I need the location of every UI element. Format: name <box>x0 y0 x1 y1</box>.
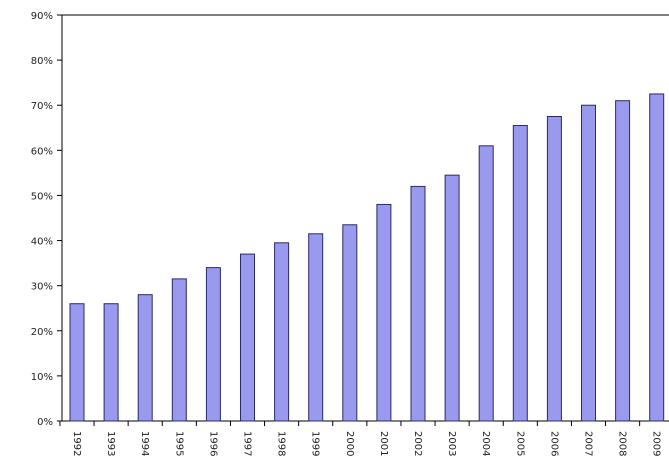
x-tick-label: 1995 <box>173 431 184 456</box>
x-tick-label: 2002 <box>412 431 423 456</box>
x-axis: 1992 1993 1994 1995 1996 1997 1998 1999 2000 2001… <box>59 420 669 456</box>
bar-series <box>69 93 665 422</box>
x-tick-label: 2004 <box>480 431 491 456</box>
y-tick-label: 60% <box>31 146 53 157</box>
bar-2005 <box>512 125 528 422</box>
x-tick-label: 1996 <box>207 431 218 456</box>
x-tick-label: 2008 <box>617 431 628 456</box>
bar-1999 <box>308 233 324 422</box>
bar-2000 <box>342 224 358 422</box>
x-tick-label: 1992 <box>71 431 82 456</box>
bar-1997 <box>240 253 255 422</box>
bar-1994 <box>137 294 153 422</box>
y-tick-label: 0% <box>37 417 53 428</box>
bar-1995 <box>171 278 187 422</box>
x-tick-label: 2007 <box>583 431 594 456</box>
x-tick-label: 1997 <box>242 431 253 456</box>
plot-area <box>61 14 669 422</box>
y-tick-label: 70% <box>31 101 53 112</box>
x-tick-label: 1993 <box>105 431 116 456</box>
bar-2004 <box>478 145 494 422</box>
bar-2003 <box>444 174 460 422</box>
bar-2007 <box>581 104 596 422</box>
x-tick-label: 1998 <box>276 431 287 456</box>
bar-1992 <box>69 303 85 422</box>
y-tick-label: 40% <box>31 237 53 248</box>
y-tick-label: 10% <box>31 372 53 383</box>
bar-2001 <box>376 203 392 422</box>
x-tick-label: 2009 <box>651 431 662 456</box>
y-tick-label: 80% <box>31 56 53 67</box>
bar-2008 <box>615 100 631 422</box>
x-tick-label: 1994 <box>139 431 150 456</box>
x-tick-label: 2000 <box>344 431 355 456</box>
bar-1998 <box>274 242 290 422</box>
x-tick-label: 1999 <box>310 431 321 456</box>
y-tick-label: 30% <box>31 282 53 293</box>
x-tick-label: 2001 <box>378 431 389 456</box>
bar-1996 <box>205 267 221 422</box>
y-tick-label: 50% <box>31 191 53 202</box>
x-tick-label: 2003 <box>446 431 457 456</box>
bar-2002 <box>410 185 426 422</box>
y-tick-label: 20% <box>31 327 53 338</box>
bar-2009 <box>649 93 665 422</box>
x-tick-label: 2006 <box>548 431 559 456</box>
y-tick-label: 90% <box>31 11 53 22</box>
bar-2006 <box>546 116 562 422</box>
x-tick-label: 2005 <box>514 431 525 456</box>
y-axis: 0% 10% 20% 30% 40% 50% 60% 70% 80% 90% <box>31 11 63 428</box>
bar-1993 <box>103 303 119 422</box>
